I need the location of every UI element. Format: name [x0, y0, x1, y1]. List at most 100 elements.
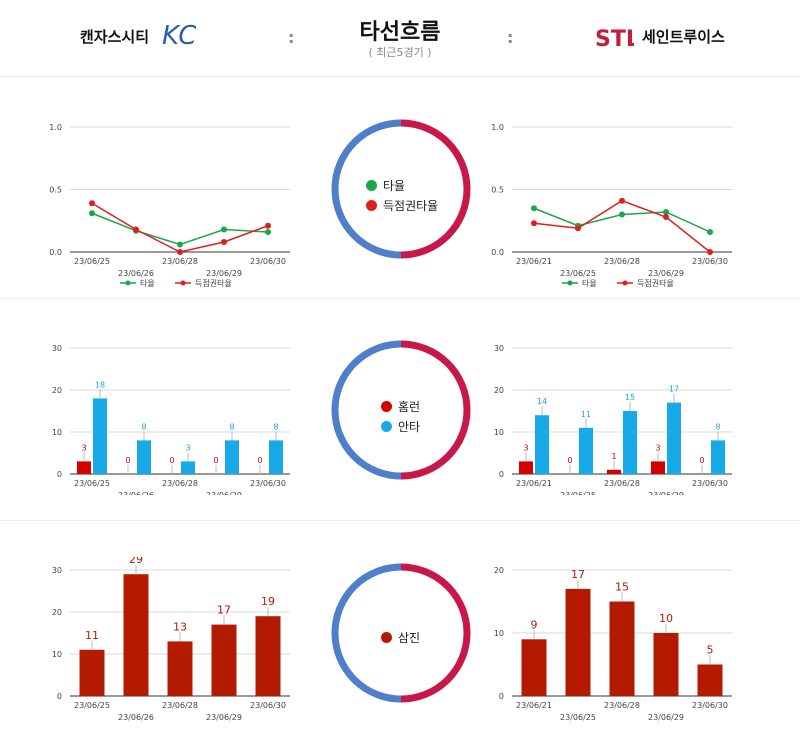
section-divider [0, 298, 800, 299]
legend-label: 안타 [398, 420, 421, 434]
ring-left-arc [331, 340, 402, 480]
stl-logo-text: STL [595, 27, 634, 52]
data-label: 3 [81, 443, 86, 452]
bar [651, 461, 665, 474]
data-point [265, 229, 271, 235]
y-tick-label: 0.0 [49, 248, 62, 257]
data-point [619, 211, 625, 218]
so-legend-dot [381, 632, 392, 643]
kc-logo-icon: KC [162, 21, 196, 51]
legend-marker [180, 280, 186, 286]
data-label: 1 [611, 452, 616, 461]
right-colon: : [507, 28, 514, 47]
legend-label: 홈런 [398, 400, 421, 414]
x-tick-label: 23/06/30 [250, 479, 286, 488]
data-label: 15 [625, 393, 635, 402]
bar [255, 616, 281, 696]
bar [137, 440, 151, 474]
avg-legend-dot [366, 180, 377, 191]
data-label: 0 [125, 456, 130, 465]
avg-ring [331, 119, 471, 259]
data-point [221, 226, 227, 233]
bar [225, 440, 239, 474]
y-tick-label: 0 [499, 470, 504, 479]
hits-ring [331, 340, 471, 480]
x-tick-label: 23/06/30 [692, 257, 728, 266]
y-tick-label: 30 [494, 344, 504, 353]
kc-batting-avg-chart: 0.0 0.5 1.0 23/06/25 23/06/26 23/06/28 23/06/2… [49, 123, 290, 288]
data-label: 0 [169, 456, 174, 465]
data-point [575, 225, 581, 232]
bar [521, 639, 547, 696]
x-tick-label: 23/06/28 [604, 257, 640, 266]
data-label: 29 [129, 557, 143, 566]
data-point [177, 241, 183, 248]
bar [653, 633, 679, 696]
legend-label: 타율 [383, 179, 406, 193]
legend-item-risp: 득점권타율 [366, 197, 438, 214]
x-tick-label: 23/06/25 [560, 269, 596, 278]
y-tick-label: 20 [52, 608, 62, 617]
series-line [533, 199, 711, 253]
x-tick-label: 23/06/30 [692, 479, 728, 488]
data-point [531, 220, 537, 227]
data-label: 9 [531, 618, 538, 631]
bar [519, 461, 533, 474]
stl-logo-icon: STL [595, 27, 634, 52]
bar [79, 649, 105, 696]
legend-label: 타율 [582, 279, 597, 288]
ring-right-arc [400, 119, 471, 259]
x-tick-label: 23/06/25 [74, 479, 110, 488]
x-tick-label: 23/06/28 [162, 701, 198, 710]
data-label: 0 [213, 456, 218, 465]
y-tick-label: 0.0 [491, 248, 504, 257]
avg-ring-legend: 타율 득점권타율 [366, 174, 438, 217]
x-tick-label: 23/06/21 [516, 701, 552, 710]
y-tick-label: 0 [499, 692, 504, 701]
ring-left-arc [331, 119, 402, 259]
bar [623, 411, 637, 474]
x-tick-label: 23/06/29 [648, 713, 684, 722]
bar [667, 402, 681, 474]
x-tick-label: 23/06/28 [162, 479, 198, 488]
bar [565, 588, 591, 696]
data-label: 0 [699, 456, 704, 465]
left-colon: : [288, 28, 295, 47]
legend-label: 득점권타율 [195, 278, 232, 288]
data-label: 17 [571, 568, 585, 581]
data-label: 17 [669, 385, 679, 394]
bar [697, 664, 723, 696]
bar [77, 461, 91, 474]
x-tick-label: 23/06/29 [648, 269, 684, 278]
bar [535, 415, 549, 474]
bar [607, 469, 621, 474]
x-tick-label: 23/06/30 [250, 701, 286, 710]
x-tick-label: 23/06/29 [648, 491, 684, 495]
x-tick-label: 23/06/28 [604, 701, 640, 710]
series-line [91, 212, 269, 246]
strikeout-ring [331, 563, 471, 703]
data-label: 13 [173, 620, 187, 633]
x-tick-label: 23/06/30 [692, 701, 728, 710]
legend-item-so: 삼진 [381, 629, 420, 646]
x-tick-label: 23/06/28 [162, 257, 198, 266]
y-tick-label: 1.0 [49, 123, 62, 132]
header: 캔자스시티 KC : 타선흐름 ( 최근5경기 ) : STL 세인트루이스 [0, 0, 800, 77]
y-tick-label: 20 [494, 386, 504, 395]
bar [269, 440, 283, 474]
data-label: 17 [217, 604, 231, 617]
data-label: 19 [261, 595, 275, 608]
legend-marker [125, 280, 131, 286]
legend-item-avg: 타율 [366, 177, 438, 194]
stl-strikeout-chart: 0 10 20 23/06/21 23/06/25 23/06/28 23/06/29 23/… [494, 566, 732, 722]
ring-right-arc [400, 563, 471, 703]
so-ring-legend: 삼진 [381, 626, 420, 649]
y-tick-label: 0 [57, 470, 62, 479]
data-label: 11 [581, 410, 591, 419]
bar [167, 641, 193, 696]
legend-label: 타율 [140, 279, 155, 288]
x-tick-label: 23/06/26 [118, 713, 154, 722]
y-tick-label: 30 [52, 344, 62, 353]
bar [123, 574, 149, 696]
legend-label: 득점권타율 [383, 199, 439, 213]
